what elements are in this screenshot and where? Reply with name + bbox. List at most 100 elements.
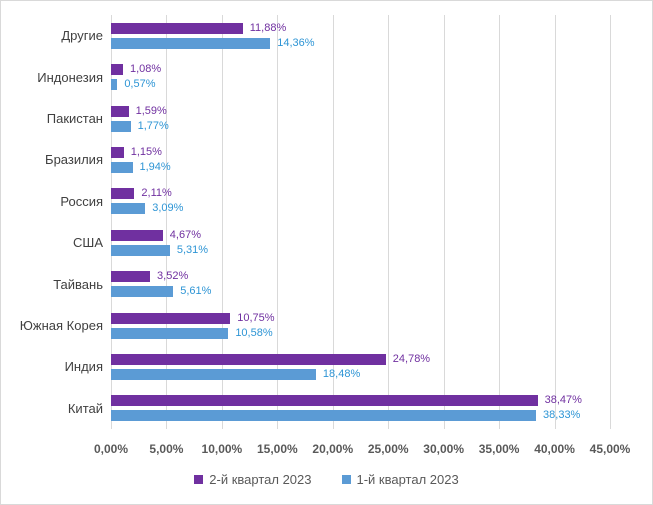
data-label: 1,15% [130,145,162,158]
x-tick-label: 5,00% [149,442,184,456]
data-label: 2,11% [141,187,172,200]
bar-line: 1,77% [111,119,610,132]
category-bars: 3,52% 5,61% [111,270,610,298]
gridline [277,15,279,429]
category-row: Индия 24,78% 18,48% [1,346,610,387]
bar-line: 1,94% [111,160,610,173]
bar [111,244,170,256]
gridline [166,15,168,429]
bar [111,271,151,283]
bar-line: 1,15% [111,145,610,158]
category-bars: 1,15% 1,94% [111,145,610,173]
x-tick-label: 45,00% [589,442,631,456]
bar-line: 1,08% [111,63,610,76]
category-bars: 24,78% 18,48% [111,352,610,380]
category-label: Россия [60,193,103,209]
x-tick-label: 25,00% [367,442,409,456]
data-label: 1,08% [129,63,162,76]
category-bars: 11,88% 14,36% [111,21,610,49]
x-tick-label: 10,00% [201,442,243,456]
category-label: США [73,235,103,251]
gridline [443,15,445,429]
bar [111,79,118,91]
category-row: Россия 2,11% 3,09% [1,181,610,222]
gridline [499,15,501,429]
bar [111,327,229,339]
x-tick-label: 15,00% [256,442,298,456]
category-label: Южная Корея [19,318,103,334]
category-row: Китай 38,47% 38,33% [1,388,610,429]
category-row: Тайвань 3,52% 5,61% [1,263,610,304]
legend-label-q1-2023: 1-й квартал 2023 [356,472,459,487]
data-label: 10,75% [237,311,275,324]
bar [111,22,243,34]
legend-item-q1-2023: 1-й квартал 2023 [341,472,459,487]
data-label: 4,67% [169,228,201,241]
bar-line: 4,67% [111,228,610,241]
bar [111,229,163,241]
bar [111,120,131,132]
category-row: Пакистан 1,59% 1,77% [1,98,610,139]
data-label: 10,58% [235,326,273,339]
category-bars: 10,75% 10,58% [111,311,610,339]
x-axis: 0,00% 5,00% 10,00% 15,00% 20,00% 25,00% 30,00%… [94,442,630,458]
legend-label-q2-2023: 2-й квартал 2023 [209,472,312,487]
category-row: Бразилия 1,15% 1,94% [1,139,610,180]
bar [111,188,135,200]
data-label: 1,77% [137,119,169,132]
data-label: 18,48% [322,367,361,380]
bar [111,312,231,324]
legend: 2-й квартал 2023 1-й квартал 2023 [1,472,652,487]
bar-line: 18,48% [111,367,610,380]
category-row: Южная Корея 10,75% 10,58% [1,305,610,346]
q2-2023-swatch-icon [194,475,204,484]
bar-line: 10,58% [111,326,610,339]
category-bars: 38,47% 38,33% [111,394,610,422]
x-tick-label: 30,00% [423,442,465,456]
bar-line: 0,57% [111,78,610,91]
category-bars: 1,08% 0,57% [111,63,610,91]
bar [111,368,316,380]
gridline [111,15,112,429]
bar-line: 5,31% [111,243,610,256]
bar [111,353,386,365]
data-label: 3,09% [152,202,184,215]
bar-line: 2,11% [111,187,610,200]
category-bars: 1,59% 1,77% [111,104,610,132]
data-label: 24,78% [392,352,431,365]
bar [111,105,129,117]
gridlines [111,15,611,429]
q1-2023-swatch-icon [341,475,351,484]
category-row: США 4,67% 5,31% [1,222,610,263]
gridline [610,15,611,429]
data-label: 1,94% [139,160,171,173]
category-label: Индонезия [37,69,103,85]
category-label: Китай [67,400,103,416]
plot-rows: Другие 11,88% 14,36% Индонезия 1,08% 0,57% Пак… [1,15,610,429]
gridline [221,15,223,429]
category-label: Бразилия [45,152,103,168]
bar-line: 38,47% [111,394,610,407]
x-tick-label: 35,00% [478,442,520,456]
data-label: 38,47% [544,394,582,407]
bar [111,203,146,215]
category-row: Индонезия 1,08% 0,57% [1,56,610,97]
bar-line: 38,33% [111,410,610,422]
gridline [332,15,334,429]
data-label: 11,88% [249,21,287,34]
bar-line: 5,61% [111,286,610,298]
x-tick-label: 20,00% [312,442,354,456]
data-label: 5,31% [176,243,209,256]
bar-line: 10,75% [111,311,610,324]
data-label: 0,57% [124,78,156,91]
data-label: 3,52% [157,270,189,283]
category-label: Индия [64,359,103,375]
data-label: 1,59% [135,104,167,117]
category-label: Другие [61,28,103,44]
x-tick-label: 40,00% [534,442,575,456]
bar [111,410,537,422]
category-label: Тайвань [53,276,103,292]
bar [111,395,538,407]
category-row: Другие 11,88% 14,36% [1,15,610,56]
